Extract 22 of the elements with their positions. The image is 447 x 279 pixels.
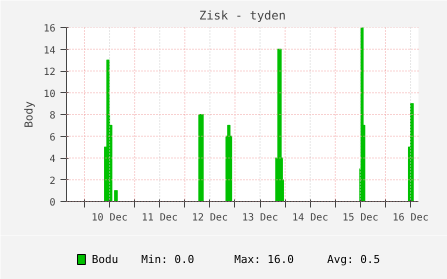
- y-tick-label: 16: [43, 24, 56, 34]
- y-axis-title: Body: [22, 100, 36, 128]
- y-tick-label: 12: [43, 67, 56, 78]
- y-tick-label: 8: [49, 110, 56, 122]
- text: Avg: 0.5: [327, 253, 380, 266]
- x-tick-label: 15 Dec: [342, 212, 378, 224]
- x-tick-label: 11 Dec: [142, 212, 178, 224]
- text: Min: 0.0: [141, 253, 194, 266]
- x-tick-label: 16 Dec: [392, 212, 429, 224]
- text: Max: 16.0: [234, 253, 294, 266]
- y-tick-label: 2: [49, 176, 56, 187]
- y-tick-label: 4: [49, 154, 56, 165]
- x-tick-label: 13 Dec: [242, 212, 278, 224]
- legend-label: Bodu: [92, 253, 118, 266]
- x-tick-label: 10 Dec: [92, 212, 128, 224]
- y-tick-label: 10: [43, 88, 56, 100]
- x-tick-label: 12 Dec: [192, 212, 228, 224]
- y-tick-label: 0: [49, 198, 56, 208]
- y-tick-label: 14: [43, 45, 56, 56]
- x-tick-label: 14 Dec: [292, 212, 328, 224]
- y-tick-label: 6: [49, 132, 56, 144]
- chart-title: Zisk - tyden: [199, 8, 286, 22]
